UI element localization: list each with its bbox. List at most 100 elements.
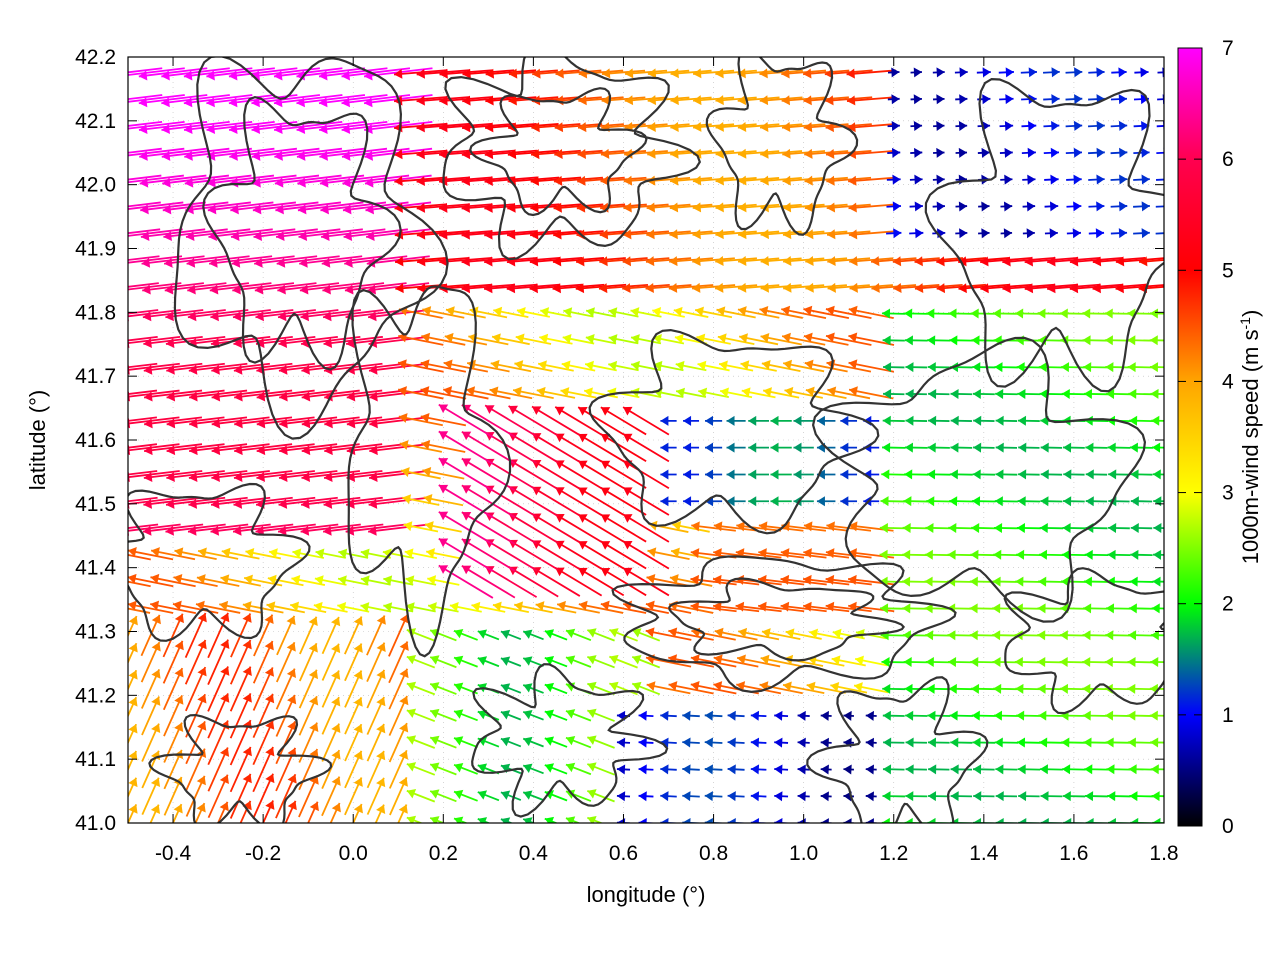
- wind-vector: [251, 147, 320, 158]
- wind-arrowhead: [343, 231, 353, 242]
- wind-arrowhead: [142, 525, 152, 536]
- wind-arrowhead: [760, 175, 769, 186]
- wind-arrowhead: [477, 817, 488, 823]
- wind-arrowhead: [443, 359, 453, 370]
- wind-arrowhead: [406, 788, 417, 799]
- wind-arrowhead: [1040, 791, 1049, 802]
- wind-arrowhead: [780, 548, 790, 559]
- wind-arrowhead: [141, 257, 151, 268]
- wind-arrowhead: [660, 737, 669, 748]
- wind-arrowhead: [660, 817, 669, 823]
- wind-arrowhead: [653, 334, 662, 344]
- y-tick-label: 42.0: [75, 174, 116, 197]
- wind-vector: [273, 94, 343, 105]
- wind-arrowhead: [500, 763, 511, 774]
- wind-arrowhead: [162, 204, 172, 215]
- wind-arrowhead: [287, 695, 297, 705]
- wind-arrowhead: [1106, 764, 1115, 775]
- wind-arrowhead: [843, 818, 852, 823]
- wind-arrowhead: [760, 122, 769, 132]
- wind-vector: [128, 228, 183, 237]
- wind-arrowhead: [1037, 308, 1046, 319]
- wind-vector: [142, 309, 204, 319]
- wind-arrowhead: [376, 804, 386, 814]
- wind-arrowhead: [1040, 496, 1049, 507]
- contour-line: [148, 713, 333, 823]
- wind-vector: [577, 513, 625, 543]
- wind-arrowhead: [274, 150, 283, 161]
- wind-arrowhead: [926, 496, 935, 507]
- wind-arrowhead: [454, 736, 464, 746]
- wind-arrowhead: [748, 442, 757, 453]
- wind-vector: [622, 513, 670, 543]
- wind-arrowhead: [529, 283, 538, 294]
- wind-vector: [484, 511, 538, 545]
- wind-arrowhead: [882, 415, 891, 426]
- wind-arrowhead: [713, 521, 723, 532]
- wind-arrowhead: [660, 442, 669, 453]
- wind-arrowhead: [376, 750, 386, 761]
- wind-arrowhead: [840, 415, 849, 426]
- wind-arrowhead: [445, 306, 455, 317]
- wind-arrowhead: [430, 735, 440, 746]
- wind-vector: [461, 484, 516, 518]
- wind-arrowhead: [220, 693, 230, 703]
- wind-arrowhead: [540, 307, 550, 317]
- wind-arrowhead: [950, 442, 959, 453]
- wind-arrowhead: [1151, 415, 1160, 426]
- wind-arrowhead: [484, 256, 493, 267]
- wind-arrowhead: [552, 256, 562, 267]
- wind-arrowhead: [296, 124, 306, 135]
- wind-arrowhead: [117, 151, 126, 161]
- wind-arrowhead: [554, 149, 563, 160]
- x-axis-title: longitude (°): [587, 882, 706, 907]
- wind-arrowhead: [174, 613, 184, 624]
- wind-arrowhead: [1072, 228, 1081, 239]
- wind-arrowhead: [308, 669, 319, 680]
- wind-arrowhead: [623, 433, 633, 443]
- wind-arrowhead: [150, 804, 161, 814]
- wind-arrowhead: [904, 442, 914, 453]
- wind-arrowhead: [416, 122, 425, 133]
- wind-vector: [600, 540, 647, 570]
- wind-vector: [297, 174, 365, 185]
- wind-vector: [319, 174, 387, 185]
- wind-arrowhead: [825, 601, 835, 612]
- wind-vector: [207, 612, 229, 659]
- wind-arrowhead: [309, 696, 319, 706]
- wind-arrowhead: [600, 407, 611, 416]
- wind-arrowhead: [882, 764, 892, 775]
- wind-arrowhead: [242, 773, 252, 784]
- wind-arrowhead: [645, 283, 654, 293]
- wind-vector: [507, 149, 560, 156]
- wind-arrowhead: [286, 615, 296, 626]
- wind-vector: [229, 147, 298, 158]
- wind-arrowhead: [1083, 737, 1092, 748]
- wind-arrowhead: [1028, 67, 1037, 78]
- wind-arrowhead: [398, 413, 408, 423]
- wind-arrowhead: [144, 445, 153, 456]
- wind-arrowhead: [903, 496, 912, 507]
- wind-arrowhead: [848, 359, 858, 370]
- wind-arrowhead: [251, 97, 260, 108]
- wind-arrowhead: [609, 681, 619, 692]
- wind-arrowhead: [638, 737, 647, 748]
- x-tick-label: 0.0: [339, 842, 368, 865]
- wind-arrowhead: [508, 95, 517, 106]
- wind-arrowhead: [803, 521, 813, 532]
- wind-arrowhead: [803, 95, 812, 106]
- wind-arrowhead: [233, 472, 243, 482]
- wind-arrowhead: [740, 360, 750, 371]
- wind-vector: [284, 800, 297, 823]
- wind-arrowhead: [1002, 256, 1011, 267]
- wind-arrowhead: [319, 150, 328, 161]
- wind-arrowhead: [406, 815, 417, 823]
- wind-arrowhead: [915, 228, 924, 239]
- wind-vector: [622, 459, 670, 489]
- wind-arrowhead: [484, 176, 493, 187]
- wind-arrowhead: [631, 334, 640, 344]
- wind-arrowhead: [229, 124, 238, 135]
- wind-arrowhead: [601, 68, 611, 79]
- wind-vector: [368, 523, 429, 533]
- wind-arrowhead: [405, 575, 415, 586]
